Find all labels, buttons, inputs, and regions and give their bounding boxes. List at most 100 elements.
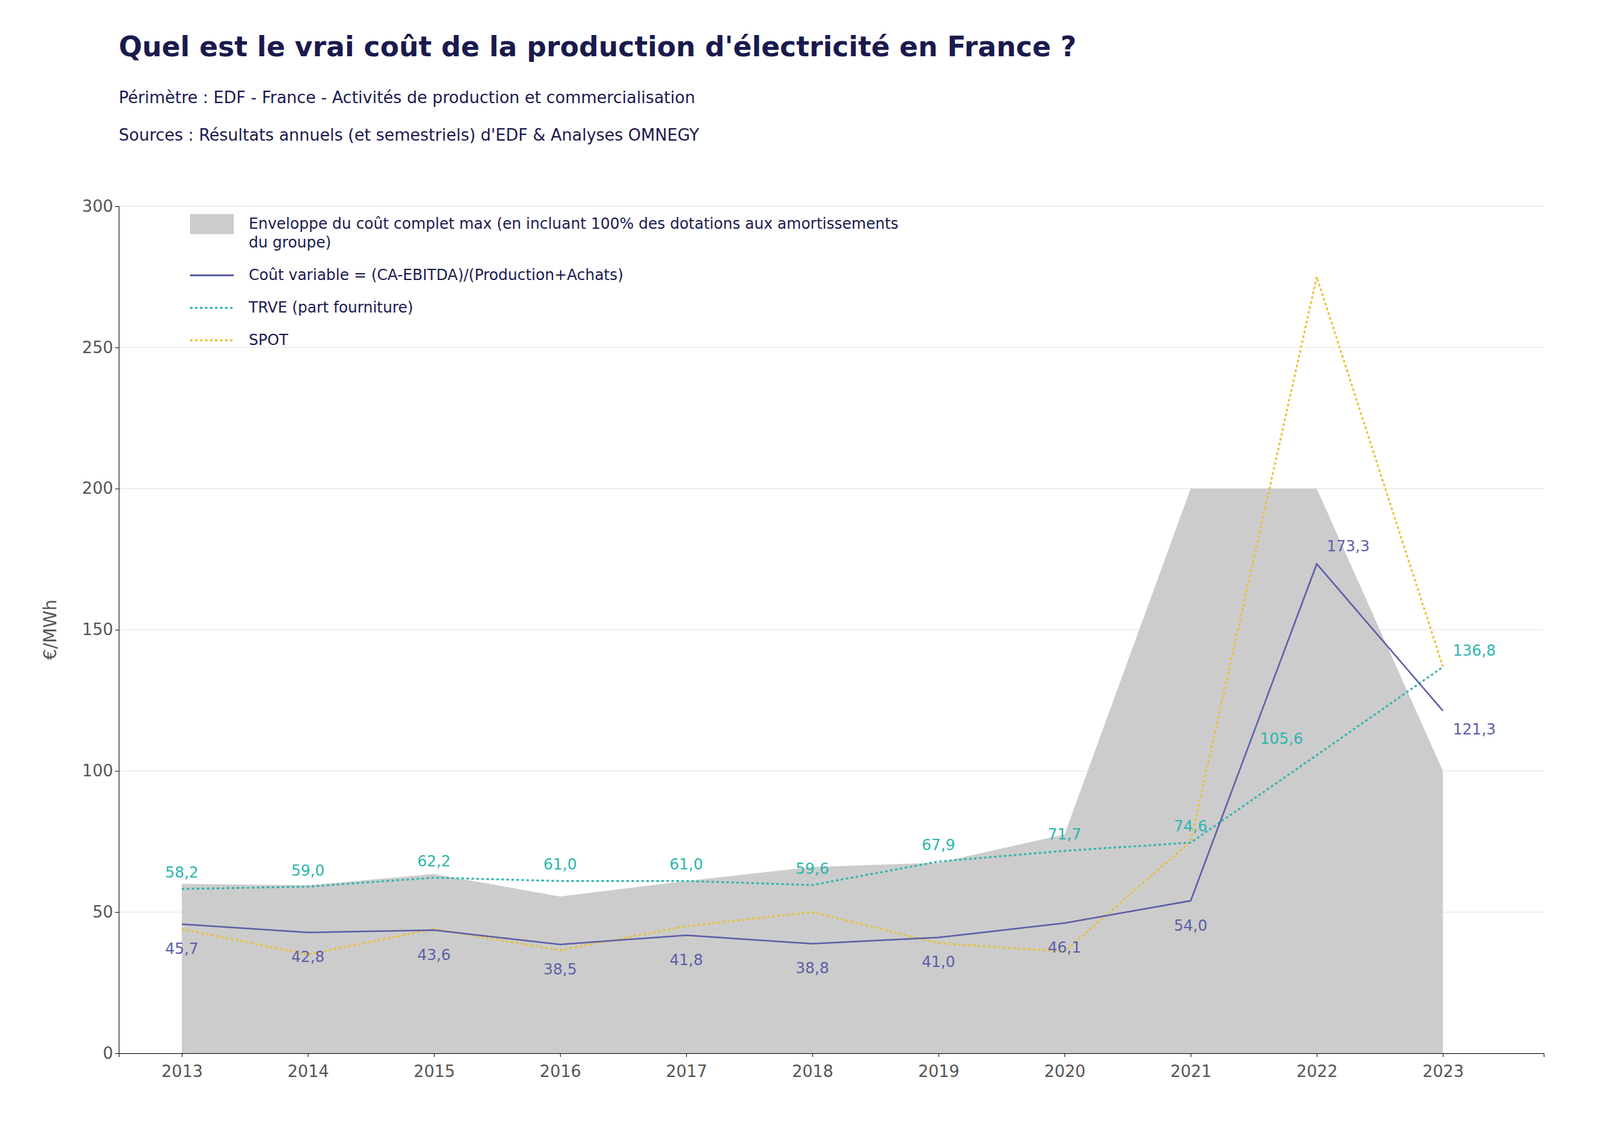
- x-tick-mark: [433, 1053, 435, 1057]
- x-tick: 2013: [161, 1053, 203, 1081]
- data-label: 58,2: [165, 863, 199, 882]
- data-labels: 45,7 42,8 43,6 38,5 41,8 38,8 41,0 46,1 54,0 173,…: [165, 537, 1496, 978]
- y-tick-mark: [115, 630, 119, 631]
- data-label: 173,3: [1326, 537, 1370, 555]
- x-tick-label: 2016: [540, 1061, 582, 1081]
- data-label: 38,8: [795, 959, 829, 977]
- subtitle: Sources : Résultats annuels (et semestri…: [118, 125, 700, 145]
- data-label: 41,8: [669, 951, 703, 969]
- plot-area: [181, 276, 1444, 1054]
- line: [181, 276, 1444, 955]
- data-label: 46,1: [1048, 938, 1082, 957]
- legend-swatch: [190, 274, 234, 277]
- y-tick-label: 50: [92, 902, 114, 922]
- legend-label: Enveloppe du coût complet max (en inclua…: [248, 215, 899, 252]
- legend-swatch: [190, 214, 234, 235]
- data-label: 62,2: [417, 852, 451, 870]
- grid: [118, 206, 1544, 1054]
- y-tick-label: 250: [81, 338, 114, 357]
- x-tick-label: 2014: [287, 1061, 329, 1081]
- grid-line: [118, 346, 1544, 348]
- x-tick-mark: [938, 1053, 940, 1057]
- x-tick-label: 2023: [1422, 1061, 1464, 1081]
- data-label: 71,7: [1048, 825, 1082, 844]
- legend-label: SPOT: [248, 331, 289, 349]
- x-tick-label: 2013: [161, 1061, 203, 1081]
- y-axis-line: [115, 206, 120, 1054]
- data-label: 45,7: [165, 940, 199, 958]
- y-tick-label: 300: [81, 196, 114, 216]
- x-axis-line: [119, 1053, 1545, 1058]
- chart-container: 0501001502002503002013201420152016201720…: [0, 0, 1600, 1122]
- data-label: 54,0: [1173, 916, 1207, 935]
- data-label: 59,6: [795, 860, 829, 878]
- legend-swatch: [190, 306, 234, 309]
- y-tick-mark: [115, 206, 119, 207]
- y-tick: 200: [81, 478, 119, 498]
- y-axis-title: €/MWh: [40, 599, 61, 660]
- x-tick-mark: [308, 1053, 309, 1057]
- x-tick: 2021: [1170, 1053, 1212, 1081]
- x-tick-mark: [1443, 1053, 1444, 1057]
- x-tick: 2020: [1044, 1053, 1086, 1081]
- x-tick: 2016: [540, 1053, 582, 1081]
- x-tick-mark: [812, 1053, 814, 1057]
- y-tick-mark: [115, 347, 119, 349]
- x-tick: 2022: [1296, 1053, 1338, 1081]
- data-label: 38,5: [543, 960, 577, 979]
- line: [181, 666, 1444, 889]
- x-tick-mark: [1190, 1053, 1192, 1057]
- x-tick-label: 2017: [665, 1061, 707, 1081]
- y-tick: 150: [81, 620, 119, 639]
- y-tick-label: 200: [81, 478, 114, 498]
- y-tick: 250: [81, 338, 119, 357]
- grid-line: [118, 206, 1544, 207]
- x-tick-mark: [1316, 1053, 1318, 1057]
- x-tick: 2015: [413, 1053, 455, 1081]
- data-label: 61,0: [669, 855, 703, 874]
- data-label: 43,6: [417, 946, 451, 964]
- x-tick-mark: [560, 1053, 561, 1057]
- x-tick-label: 2018: [791, 1061, 834, 1081]
- area: [181, 488, 1444, 1054]
- data-label: 42,8: [291, 948, 325, 966]
- subtitle: Périmètre : EDF - France - Activités de …: [118, 88, 695, 107]
- data-label: 74,6: [1173, 817, 1207, 835]
- y-tick-label: 100: [81, 761, 114, 780]
- data-label: 61,0: [543, 855, 577, 874]
- x-tick-label: 2022: [1296, 1061, 1338, 1081]
- y-tick: 50: [92, 902, 119, 922]
- x-tick: 2017: [665, 1053, 707, 1081]
- x-axis: 2013 2014 2015 2016 2017 2018 2019 2020 2021 2022…: [119, 1053, 1545, 1081]
- y-tick-label: 0: [102, 1043, 114, 1063]
- data-label: 41,0: [921, 953, 955, 971]
- y-tick-label: 150: [81, 620, 114, 639]
- y-tick: 300: [81, 196, 119, 216]
- y-tick: 100: [81, 761, 119, 780]
- data-label: 136,8: [1453, 641, 1497, 660]
- y-tick-mark: [115, 1053, 119, 1054]
- grid-line: [118, 488, 1544, 489]
- data-label: 59,0: [291, 861, 325, 880]
- x-tick: 2019: [918, 1053, 960, 1081]
- y-tick-mark: [115, 770, 119, 772]
- y-tick-mark: [115, 911, 119, 913]
- line: [181, 563, 1444, 945]
- y-axis: 0 50 100 150 200 250 300: [81, 196, 119, 1063]
- x-tick-mark: [1064, 1053, 1065, 1057]
- chart-svg: 0501001502002503002013201420152016201720…: [0, 0, 1600, 1122]
- x-tick-label: 2019: [918, 1061, 960, 1081]
- y-tick-mark: [115, 488, 119, 490]
- y-tick: 0: [102, 1043, 119, 1063]
- x-tick: 2014: [287, 1053, 329, 1081]
- data-label: 67,9: [921, 836, 955, 854]
- data-label: 121,3: [1453, 720, 1497, 739]
- x-tick-label: 2015: [413, 1061, 455, 1081]
- x-tick-label: 2020: [1044, 1061, 1086, 1081]
- legend: Enveloppe du coût complet max (en inclua…: [190, 214, 899, 349]
- x-tick: 2023: [1422, 1053, 1464, 1081]
- title: Quel est le vrai coût de la production d…: [118, 30, 1077, 63]
- data-label: 105,6: [1260, 730, 1304, 748]
- legend-swatch: [190, 339, 234, 342]
- x-tick: 2018: [791, 1053, 834, 1081]
